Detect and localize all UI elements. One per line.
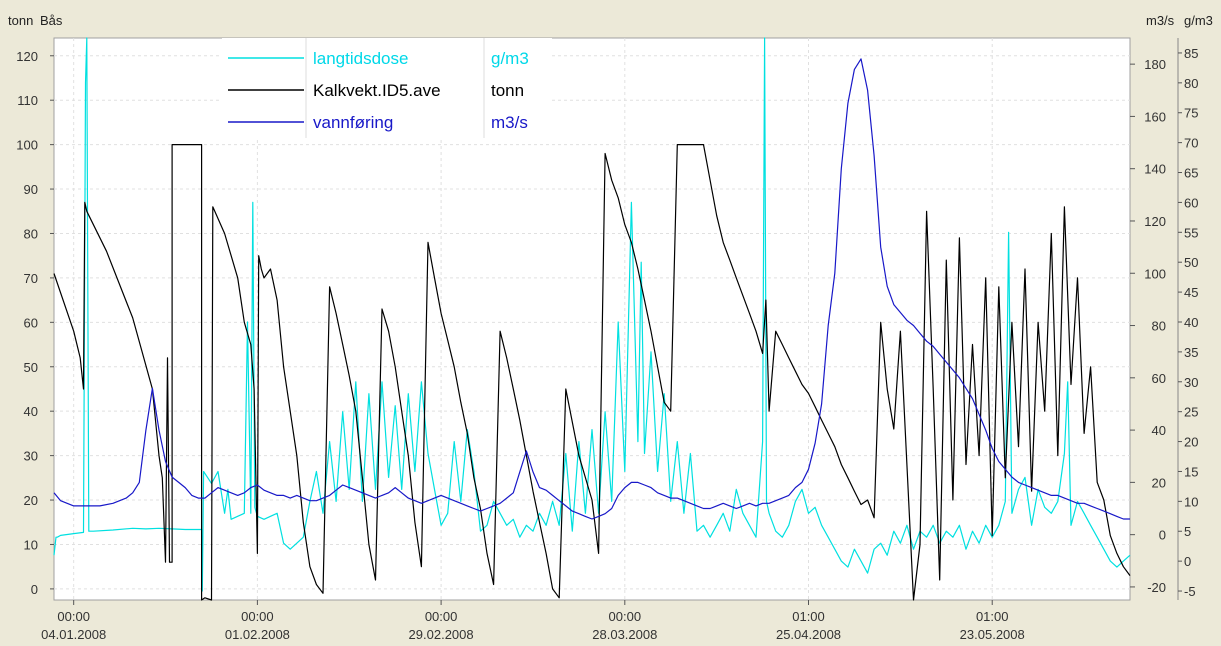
x-tick-time: 00:00 [609, 609, 642, 624]
right2-tick-label: 15 [1184, 464, 1198, 479]
right2-tick-label: 85 [1184, 46, 1198, 61]
series-line-1 [53, 144, 1131, 601]
x-tick-date: 04.01.2008 [41, 627, 106, 642]
x-tick-date: 25.04.2008 [776, 627, 841, 642]
left-tick-label: 120 [16, 49, 38, 64]
right1-axis-unit: m3/s [1146, 13, 1175, 28]
right1-tick-label: 140 [1144, 162, 1166, 177]
x-tick-time: 01:00 [976, 609, 1009, 624]
right2-tick-label: 45 [1184, 285, 1198, 300]
left-tick-label: 40 [24, 404, 38, 419]
left-tick-label: 20 [24, 493, 38, 508]
plot-area [53, 37, 1131, 601]
left-tick-label: 30 [24, 449, 38, 464]
x-tick-date: 29.02.2008 [409, 627, 474, 642]
left-tick-label: 70 [24, 271, 38, 286]
right2-tick-label: 70 [1184, 136, 1198, 151]
left-tick-label: 100 [16, 138, 38, 153]
right2-tick-label: 20 [1184, 435, 1198, 450]
legend-unit-vannforing: m3/s [491, 113, 528, 132]
legend-name-vannforing: vannføring [313, 113, 393, 132]
right2-tick-label: 80 [1184, 76, 1198, 91]
x-tick-date: 23.05.2008 [960, 627, 1025, 642]
legend-unit-langtidsdose: g/m3 [491, 49, 529, 68]
left-tick-label: 80 [24, 226, 38, 241]
right2-tick-label: 65 [1184, 166, 1198, 181]
left-axis-unit: tonn [8, 13, 33, 28]
x-tick-time: 00:00 [57, 609, 90, 624]
left-tick-label: 110 [17, 93, 38, 108]
left-axis-title: Bås [40, 13, 63, 28]
right1-tick-label: 80 [1152, 319, 1166, 334]
right1-tick-label: 160 [1144, 109, 1166, 124]
legend-box [222, 38, 552, 140]
right2-tick-label: 5 [1184, 524, 1191, 539]
right1-tick-label: 100 [1144, 266, 1166, 281]
series-line-2 [53, 58, 1130, 520]
legend-unit-kalkvekt: tonn [491, 81, 524, 100]
right1-tick-label: 0 [1159, 528, 1166, 543]
right2-tick-label: 30 [1184, 375, 1198, 390]
x-tick-date: 01.02.2008 [225, 627, 290, 642]
right2-tick-label: 40 [1184, 315, 1198, 330]
left-tick-label: 90 [24, 182, 38, 197]
right2-tick-label: 35 [1184, 345, 1198, 360]
right2-tick-label: 25 [1184, 405, 1198, 420]
legend-name-kalkvekt: Kalkvekt.ID5.ave [313, 81, 441, 100]
right1-tick-label: 40 [1152, 423, 1166, 438]
right2-tick-label: 75 [1184, 106, 1198, 121]
right1-tick-label: 60 [1152, 371, 1166, 386]
left-tick-label: 60 [24, 315, 38, 330]
right2-tick-label: 60 [1184, 195, 1198, 210]
legend-name-langtidsdose: langtidsdose [313, 49, 408, 68]
right1-tick-label: 180 [1144, 57, 1166, 72]
right2-tick-label: 0 [1184, 554, 1191, 569]
right2-axis-unit: g/m3 [1184, 13, 1213, 28]
right1-tick-label: 20 [1152, 475, 1166, 490]
right2-tick-label: 10 [1184, 494, 1198, 509]
right2-tick-label: 55 [1184, 225, 1198, 240]
series-line-0 [53, 37, 1131, 592]
right2-tick-label: 50 [1184, 255, 1198, 270]
x-tick-date: 28.03.2008 [592, 627, 657, 642]
x-tick-time: 00:00 [241, 609, 274, 624]
x-tick-time: 00:00 [425, 609, 458, 624]
left-tick-label: 50 [24, 360, 38, 375]
series-layer [53, 37, 1131, 601]
axes-layer: 0102030405060708090100110120-20020406080… [16, 38, 1198, 642]
right1-tick-label: -20 [1147, 580, 1166, 595]
right2-tick-label: -5 [1184, 584, 1196, 599]
right1-tick-label: 120 [1144, 214, 1166, 229]
left-tick-label: 0 [31, 582, 38, 597]
x-tick-time: 01:00 [792, 609, 825, 624]
legend: langtidsdose g/m3 Kalkvekt.ID5.ave tonn … [222, 38, 552, 140]
left-tick-label: 10 [24, 537, 38, 552]
